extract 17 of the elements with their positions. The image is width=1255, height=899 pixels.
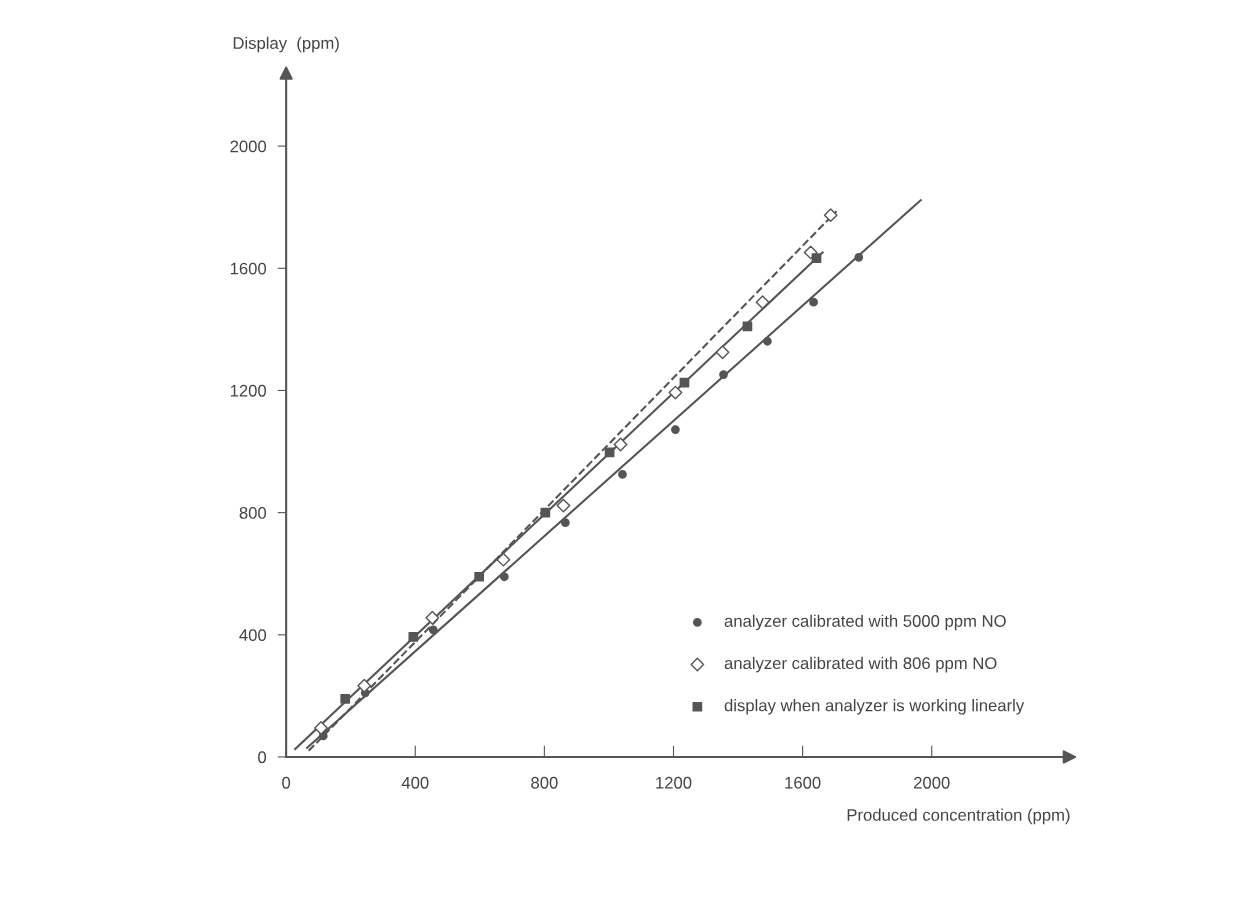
x-tick-label: 1200 bbox=[656, 776, 692, 789]
y-tick-label: 1600 bbox=[230, 262, 267, 275]
x-axis-title: Produced concentration (ppm) bbox=[847, 808, 1070, 825]
y-tick-label: 1200 bbox=[230, 384, 267, 397]
x-tick-label: 400 bbox=[401, 776, 429, 789]
y-tick-label: 400 bbox=[239, 629, 267, 641]
legend-label: analyzer calibrated with 806 ppm NO bbox=[724, 656, 997, 673]
x-tick-label: 2000 bbox=[914, 776, 950, 789]
y-tick-label: 2000 bbox=[230, 140, 267, 153]
x-tick-label: 1600 bbox=[785, 776, 821, 789]
x-tick-label: 0 bbox=[282, 776, 291, 789]
legend-label: analyzer calibrated with 5000 ppm NO bbox=[724, 614, 1006, 631]
x-tick-label: 800 bbox=[531, 776, 558, 789]
legend-label: display when analyzer is working linearly bbox=[724, 699, 1025, 715]
y-tick-label: 800 bbox=[239, 507, 267, 519]
y-tick-label: 0 bbox=[258, 751, 267, 764]
y-axis-title: Display (ppm) bbox=[233, 36, 339, 53]
